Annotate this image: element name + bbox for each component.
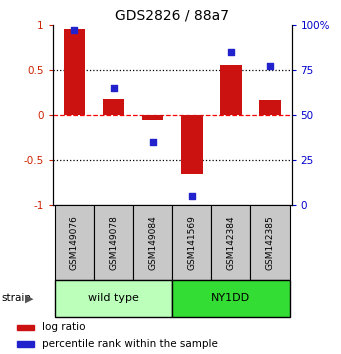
Text: GSM149078: GSM149078 xyxy=(109,215,118,270)
Point xyxy=(267,63,273,69)
Text: strain: strain xyxy=(2,293,32,303)
Text: GSM149076: GSM149076 xyxy=(70,215,79,270)
Bar xyxy=(94,205,133,280)
Bar xyxy=(251,205,290,280)
Text: GSM142384: GSM142384 xyxy=(226,215,235,270)
Text: GSM149084: GSM149084 xyxy=(148,215,157,270)
Bar xyxy=(133,205,172,280)
Text: GSM142385: GSM142385 xyxy=(266,215,275,270)
Bar xyxy=(172,205,211,280)
Bar xyxy=(211,205,251,280)
Bar xyxy=(55,205,94,280)
Text: wild type: wild type xyxy=(88,293,139,303)
Text: percentile rank within the sample: percentile rank within the sample xyxy=(42,339,218,349)
Bar xyxy=(17,341,34,347)
Bar xyxy=(181,115,203,174)
Point xyxy=(72,27,77,33)
Bar xyxy=(172,280,290,317)
Point xyxy=(189,193,194,199)
Text: ▶: ▶ xyxy=(25,293,33,303)
Text: log ratio: log ratio xyxy=(42,322,86,332)
Bar xyxy=(142,115,163,120)
Title: GDS2826 / 88a7: GDS2826 / 88a7 xyxy=(115,8,229,22)
Point xyxy=(111,85,116,91)
Text: NY1DD: NY1DD xyxy=(211,293,250,303)
Text: GSM141569: GSM141569 xyxy=(187,215,196,270)
Bar xyxy=(220,65,242,115)
Bar xyxy=(55,280,172,317)
Bar xyxy=(103,99,124,115)
Bar xyxy=(64,29,85,115)
Point xyxy=(228,49,234,55)
Bar xyxy=(259,100,281,115)
Bar xyxy=(17,325,34,330)
Point xyxy=(150,139,155,145)
